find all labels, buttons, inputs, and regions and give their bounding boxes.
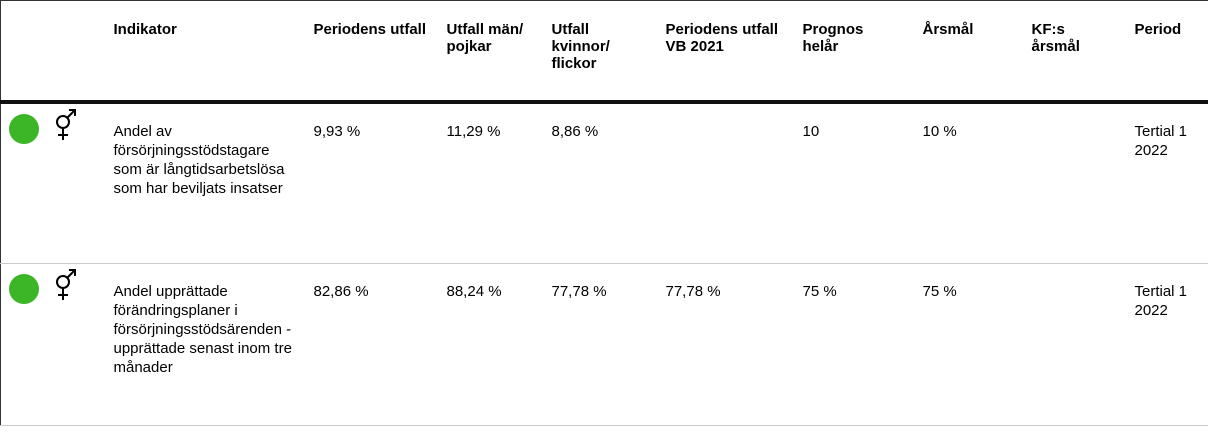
status-cell [0,101,104,264]
table-cell: 75 % [792,263,913,426]
table-cell: Tertial 1 2022 [1124,263,1208,426]
header-cell [0,0,104,104]
table-cell: 9,93 % [303,101,437,264]
table-cell [655,101,793,264]
table-cell: 11,29 % [436,101,542,264]
table-cell [1021,263,1125,426]
table-cell: 82,86 % [303,263,437,426]
header-cell: Period [1124,0,1208,104]
header-cell: Utfall män/ pojkar [436,0,542,104]
table-body: Andel av försörjningsstödstagare som är … [0,101,1208,426]
header-cell: Prognos helår [792,0,913,104]
table-cell: 10 % [912,101,1022,264]
status-dot [9,274,39,304]
table-cell: Tertial 1 2022 [1124,101,1208,264]
table-cell: 88,24 % [436,263,542,426]
table-cell: 8,86 % [541,101,656,264]
gender-icon [56,269,76,300]
status-cell [0,263,104,426]
status-dot [9,113,39,144]
table-cell: Andel upprättade förändringsplaner i för… [103,263,304,426]
header-cell: Indikator [103,0,304,104]
table-row: Andel av försörjningsstödstagare som är … [0,101,1208,264]
table-cell: 75 % [912,263,1022,426]
table-cell: 77,78 % [655,263,793,426]
table-cell: 77,78 % [541,263,656,426]
header-cell: Utfall kvinnor/ flickor [541,0,656,104]
header-row: Indikator Periodens utfall Utfall män/ poj… [0,0,1208,104]
table-cell [1021,101,1125,264]
table-cell: 10 [792,101,913,264]
table-head: Indikator Periodens utfall Utfall män/ poj… [0,0,1208,104]
table-row: Andel upprättade förändringsplaner i för… [0,263,1208,426]
header-cell: KF:s årsmål [1021,0,1125,104]
table-cell: Andel av försörjningsstödstagare som är … [103,101,304,264]
gender-icon [56,108,76,140]
header-cell: Periodens utfall VB 2021 [655,0,793,104]
header-cell: Årsmål [912,0,1022,104]
header-cell: Periodens utfall [303,0,437,104]
